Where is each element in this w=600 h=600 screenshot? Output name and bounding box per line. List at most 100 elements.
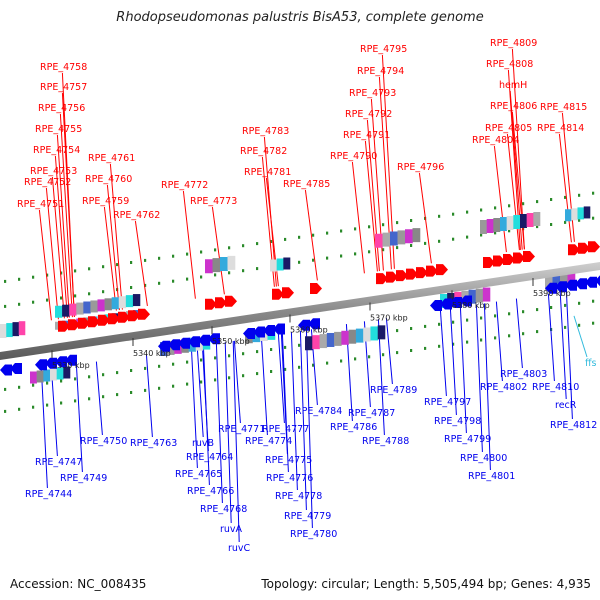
gene-label[interactable]: RPE_4782 <box>240 146 287 157</box>
gene-label[interactable]: RPE_4785 <box>283 179 330 190</box>
gene-label[interactable]: RPE_4759 <box>82 196 129 207</box>
reverse-gene-arrow[interactable] <box>253 326 265 338</box>
reverse-gene-arrow[interactable] <box>430 300 442 311</box>
gene-label[interactable]: RPE_4803 <box>500 369 547 380</box>
gene-label[interactable]: RPE_4751 <box>17 199 64 210</box>
forward-gene-arrow[interactable] <box>386 271 398 283</box>
gene-label[interactable]: RPE_4794 <box>357 66 404 77</box>
reverse-gene-arrow[interactable] <box>450 297 462 308</box>
forward-gene-arrow[interactable] <box>483 257 495 269</box>
gene-label[interactable]: RPE_4801 <box>468 471 515 482</box>
gene-label[interactable]: RPE_4773 <box>190 196 237 207</box>
reverse-gene-arrow[interactable] <box>298 319 310 331</box>
reverse-gene-arrow[interactable] <box>243 328 255 340</box>
gene-label[interactable]: RPE_4780 <box>290 529 337 540</box>
reverse-gene-arrow[interactable] <box>0 364 12 376</box>
forward-gene-arrow[interactable] <box>396 270 408 282</box>
gene-label[interactable]: RPE_4758 <box>40 62 87 73</box>
forward-gene-arrow[interactable] <box>98 314 110 326</box>
forward-gene-arrow[interactable] <box>578 242 590 254</box>
reverse-gene-arrow[interactable] <box>308 318 320 330</box>
gene-label[interactable]: RPE_4777 <box>262 424 309 435</box>
gene-label[interactable]: RPE_4752 <box>24 177 71 188</box>
forward-gene-arrow[interactable] <box>205 298 217 310</box>
reverse-gene-arrow[interactable] <box>35 359 47 371</box>
gene-label[interactable]: RPE_4812 <box>550 420 597 431</box>
forward-gene-arrow[interactable] <box>406 268 418 280</box>
reverse-gene-arrow[interactable] <box>168 339 180 351</box>
gene-label[interactable]: RPE_4783 <box>242 126 289 137</box>
gene-label[interactable]: RPE_4756 <box>38 103 85 114</box>
gene-label[interactable]: RPE_4789 <box>370 385 417 396</box>
gene-label[interactable]: RPE_4796 <box>397 162 444 173</box>
gene-label[interactable]: RPE_4798 <box>434 416 481 427</box>
reverse-gene-arrow[interactable] <box>10 363 22 374</box>
gene-label[interactable]: RPE_4753 <box>30 166 77 177</box>
forward-gene-arrow[interactable] <box>215 297 227 309</box>
gene-label[interactable]: RPE_4762 <box>113 210 160 221</box>
forward-gene-arrow[interactable] <box>118 311 130 323</box>
reverse-gene-arrow[interactable] <box>585 276 597 288</box>
forward-gene-arrow[interactable] <box>513 252 525 264</box>
forward-gene-arrow[interactable] <box>523 251 535 263</box>
gene-label[interactable]: RPE_4781 <box>244 167 291 178</box>
gene-label[interactable]: RPE_4744 <box>25 489 72 500</box>
forward-gene-arrow[interactable] <box>225 295 237 307</box>
reverse-gene-arrow[interactable] <box>440 298 452 310</box>
gene-label[interactable]: RPE_4808 <box>486 59 533 70</box>
reverse-gene-arrow[interactable] <box>575 278 587 290</box>
gene-label[interactable]: RPE_4791 <box>343 130 390 141</box>
reverse-gene-arrow[interactable] <box>198 334 210 346</box>
forward-gene-arrow[interactable] <box>78 317 90 329</box>
gene-label[interactable]: RPE_4778 <box>275 491 322 502</box>
forward-gene-arrow[interactable] <box>416 267 428 279</box>
gene-label[interactable]: RPE_4802 <box>480 382 527 393</box>
gene-label[interactable]: RPE_4760 <box>85 174 132 185</box>
gene-label[interactable]: RPE_4761 <box>88 153 135 164</box>
gene-label[interactable]: RPE_4797 <box>424 397 471 408</box>
gene-label[interactable]: RPE_4788 <box>362 436 409 447</box>
gene-label[interactable]: RPE_4766 <box>187 486 234 497</box>
forward-gene-arrow[interactable] <box>426 265 438 277</box>
gene-label[interactable]: RPE_4806 <box>490 101 537 112</box>
gene-label[interactable]: RPE_4774 <box>245 436 292 447</box>
forward-gene-arrow[interactable] <box>128 310 140 322</box>
gene-label[interactable]: RPE_4771 <box>218 424 265 435</box>
forward-gene-arrow[interactable] <box>58 320 70 332</box>
reverse-gene-arrow[interactable] <box>263 325 275 337</box>
gene-label[interactable]: RPE_4805 <box>485 123 532 134</box>
gene-label[interactable]: RPE_4754 <box>33 145 80 156</box>
gene-label[interactable]: RPE_4775 <box>265 455 312 466</box>
forward-gene-arrow[interactable] <box>568 244 580 256</box>
reverse-gene-arrow[interactable] <box>45 357 57 369</box>
reverse-gene-arrow[interactable] <box>188 336 200 348</box>
forward-gene-arrow[interactable] <box>436 264 448 276</box>
gene-label[interactable]: RPE_4779 <box>284 511 331 522</box>
gene-label[interactable]: RPE_4793 <box>349 88 396 99</box>
forward-gene-arrow[interactable] <box>310 283 322 294</box>
gene-label[interactable]: RPE_4800 <box>460 453 507 464</box>
gene-label[interactable]: RPE_4776 <box>266 473 313 484</box>
gene-label[interactable]: RPE_4772 <box>161 180 208 191</box>
reverse-gene-arrow[interactable] <box>565 279 577 291</box>
forward-gene-arrow[interactable] <box>138 308 150 320</box>
forward-gene-arrow[interactable] <box>493 255 505 267</box>
forward-gene-arrow[interactable] <box>503 254 515 266</box>
forward-gene-arrow[interactable] <box>108 313 120 325</box>
gene-label[interactable]: RPE_4764 <box>186 452 233 463</box>
reverse-gene-arrow[interactable] <box>208 333 220 345</box>
gene-label[interactable]: RPE_4786 <box>330 422 377 433</box>
gene-label[interactable]: RPE_4810 <box>532 382 579 393</box>
gene-label[interactable]: RPE_4799 <box>444 434 491 445</box>
gene-label[interactable]: RPE_4784 <box>295 406 342 417</box>
forward-gene-arrow[interactable] <box>376 273 388 285</box>
reverse-gene-arrow[interactable] <box>460 295 472 307</box>
forward-gene-arrow[interactable] <box>272 288 284 300</box>
gene-label[interactable]: ruvA <box>220 524 243 535</box>
gene-label[interactable]: RPE_4755 <box>35 124 82 135</box>
rna-label[interactable]: ffs <box>585 358 597 369</box>
gene-label[interactable]: ruvC <box>228 543 251 554</box>
reverse-gene-arrow[interactable] <box>55 356 67 368</box>
gene-label[interactable]: recR <box>555 400 577 411</box>
gene-label[interactable]: RPE_4757 <box>40 82 87 93</box>
